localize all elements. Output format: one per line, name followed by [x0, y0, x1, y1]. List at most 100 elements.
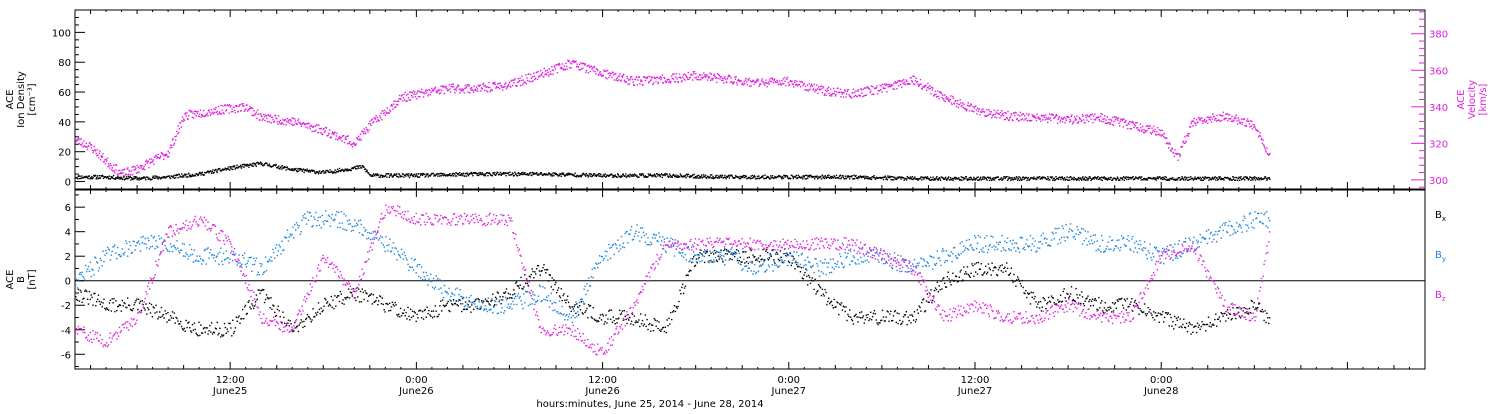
- velocity-point: [546, 74, 547, 75]
- density-point: [145, 179, 146, 180]
- velocity-point: [889, 84, 890, 85]
- velocity-point: [745, 78, 746, 79]
- density-point: [998, 177, 999, 178]
- velocity-point: [1264, 147, 1265, 148]
- density-point: [853, 178, 854, 179]
- velocity-point: [765, 82, 766, 83]
- velocity-point: [890, 86, 891, 87]
- velocity-point: [1139, 130, 1140, 131]
- velocity-point: [1110, 122, 1111, 123]
- density-point: [1060, 177, 1061, 178]
- velocity-point: [241, 103, 242, 104]
- bx-point: [98, 295, 99, 296]
- density-point: [181, 173, 182, 174]
- velocity-point: [486, 90, 487, 91]
- density-point: [229, 169, 230, 170]
- velocity-point: [990, 113, 991, 114]
- velocity-point: [238, 111, 239, 112]
- velocity-point: [1157, 127, 1158, 128]
- velocity-point: [673, 78, 674, 79]
- velocity-point: [867, 86, 868, 87]
- bx-point: [238, 315, 239, 316]
- bx-point: [612, 322, 613, 323]
- velocity-point: [217, 111, 218, 112]
- velocity-point: [270, 115, 271, 116]
- velocity-point: [310, 128, 311, 129]
- velocity-point: [1213, 116, 1214, 117]
- density-point: [615, 174, 616, 175]
- velocity-point: [1062, 121, 1063, 122]
- bx-point: [195, 329, 196, 330]
- velocity-point: [450, 91, 451, 92]
- density-point: [1060, 179, 1061, 180]
- bx-point: [75, 296, 76, 297]
- velocity-point: [835, 95, 836, 96]
- velocity-point: [721, 76, 722, 77]
- velocity-point: [583, 63, 584, 64]
- density-point: [1086, 177, 1087, 178]
- velocity-point: [613, 72, 614, 73]
- velocity-point: [1079, 117, 1080, 118]
- bx-point: [566, 299, 567, 300]
- bx-point: [671, 319, 672, 320]
- bx-point: [197, 335, 198, 336]
- density-point: [1013, 179, 1014, 180]
- velocity-point: [802, 85, 803, 86]
- density-point: [669, 173, 670, 174]
- velocity-point: [1064, 117, 1065, 118]
- bx-point: [573, 306, 574, 307]
- density-point: [1068, 180, 1069, 181]
- bx-point: [95, 305, 96, 306]
- density-point: [1192, 178, 1193, 179]
- density-point: [675, 176, 676, 177]
- density-point: [790, 178, 791, 179]
- velocity-point: [120, 173, 121, 174]
- velocity-point: [111, 169, 112, 170]
- density-point: [890, 179, 891, 180]
- bx-point: [329, 304, 330, 305]
- density-point: [172, 177, 173, 178]
- bx-point: [434, 316, 435, 317]
- velocity-point: [323, 128, 324, 129]
- velocity-point: [1226, 113, 1227, 114]
- velocity-point: [261, 116, 262, 117]
- velocity-point: [812, 85, 813, 86]
- density-point: [732, 176, 733, 177]
- bx-point: [652, 325, 653, 326]
- density-point: [512, 173, 513, 174]
- density-point: [292, 168, 293, 169]
- density-point: [484, 173, 485, 174]
- velocity-point: [854, 92, 855, 93]
- density-point: [1047, 176, 1048, 177]
- bx-point: [638, 319, 639, 320]
- velocity-point: [185, 113, 186, 114]
- bx-point: [399, 316, 400, 317]
- bx-point: [435, 305, 436, 306]
- velocity-point: [391, 104, 392, 105]
- velocity-point: [693, 73, 694, 74]
- density-point: [1194, 176, 1195, 177]
- velocity-point: [167, 156, 168, 157]
- velocity-point: [394, 107, 395, 108]
- density-point: [1188, 180, 1189, 181]
- velocity-point: [503, 86, 504, 87]
- density-point: [697, 177, 698, 178]
- bx-point: [322, 310, 323, 311]
- velocity-point: [307, 127, 308, 128]
- density-point: [134, 178, 135, 179]
- bx-point: [473, 309, 474, 310]
- density-point: [1204, 179, 1205, 180]
- velocity-point: [127, 167, 128, 168]
- velocity-point: [1086, 117, 1087, 118]
- velocity-point: [266, 118, 267, 119]
- density-point: [281, 168, 282, 169]
- density-point: [1243, 176, 1244, 177]
- velocity-point: [376, 121, 377, 122]
- velocity-point: [339, 138, 340, 139]
- density-point: [405, 175, 406, 176]
- velocity-point: [1036, 114, 1037, 115]
- bx-point: [415, 312, 416, 313]
- density-point: [983, 179, 984, 180]
- velocity-point: [928, 86, 929, 87]
- density-point: [649, 175, 650, 176]
